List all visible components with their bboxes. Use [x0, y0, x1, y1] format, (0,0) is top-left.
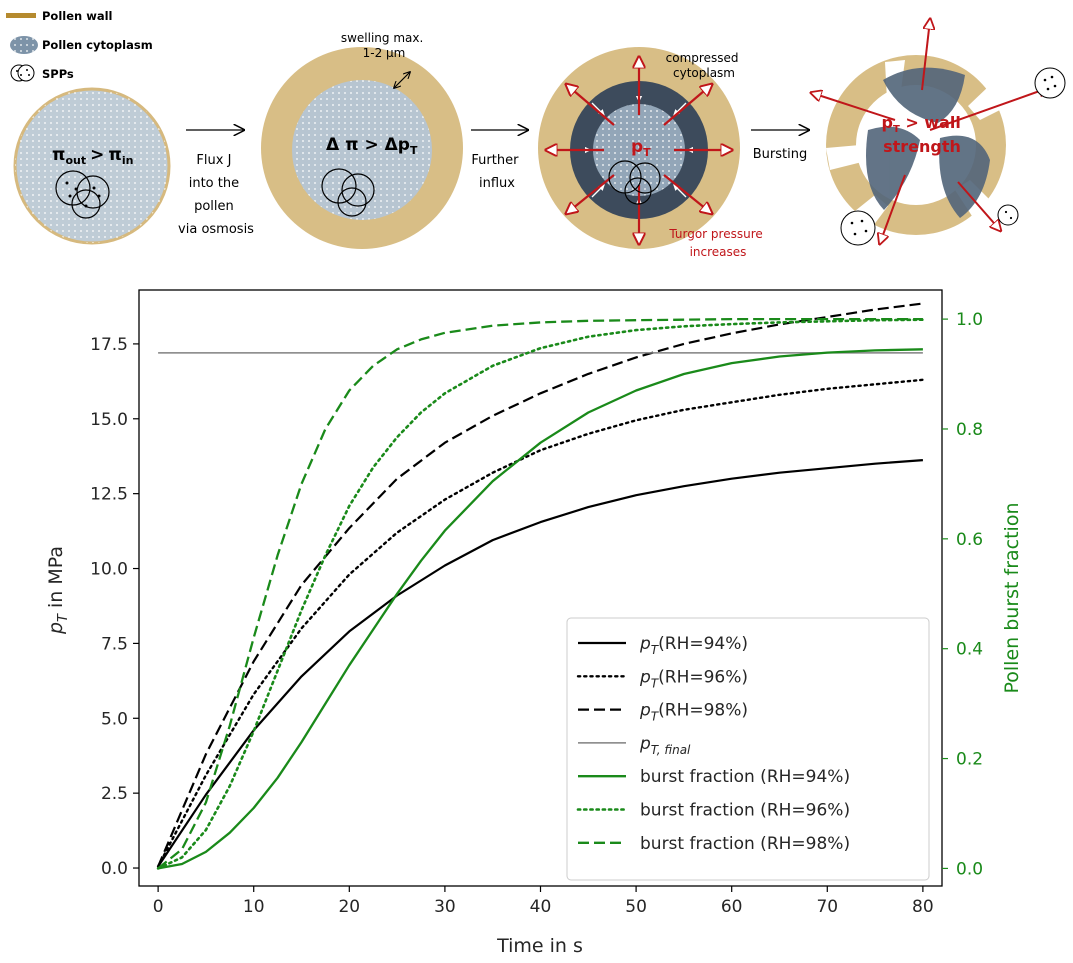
- chart-legend: pT(RH=94%) pT(RH=96%) pT(RH=98%) pT, final b…: [566, 617, 930, 881]
- burst-arrows-icon: [812, 20, 1048, 243]
- y-right-tick-label: 0.4: [956, 640, 983, 660]
- stage-1-pollen: πout > πin: [13, 87, 171, 245]
- series-line-6: [157, 317, 923, 870]
- pressure-arrows-icon: [547, 58, 731, 243]
- turgor-label: Turgor pressure increases: [668, 227, 766, 259]
- x-tick-label: 70: [816, 897, 838, 917]
- y-left-tick-label: 12.5: [90, 485, 128, 505]
- legend-label-2: pT(RH=98%): [639, 701, 748, 724]
- y-right-tick-label: 0.8: [956, 420, 983, 440]
- y-axis-right-label: Pollen burst fraction: [1001, 502, 1023, 693]
- diagram-legend: Pollen wall Pollen cytoplasm SPPs: [6, 9, 153, 82]
- compressed-cytoplasm-label: compressed cytoplasm: [666, 51, 743, 80]
- legend-label-4: burst fraction (RH=94%): [640, 767, 850, 787]
- x-tick-label: 20: [338, 897, 360, 917]
- legend-box: [566, 617, 930, 881]
- spp-cluster-icon: [608, 160, 661, 205]
- x-tick-label: 0: [153, 897, 164, 917]
- stage-1-label: πout > πin: [52, 145, 133, 167]
- swelling-arrow-icon: [394, 72, 410, 88]
- y-axis-right: 0.0 0.2 0.4 0.6 0.8 1.0: [942, 310, 983, 879]
- x-tick-label: 40: [530, 897, 552, 917]
- x-tick-label: 60: [721, 897, 743, 917]
- arrow-1-caption: Flux J into the pollen via osmosis: [178, 153, 254, 237]
- x-tick-label: 10: [243, 897, 265, 917]
- spp-cluster-icon: [55, 170, 110, 219]
- x-tick-label: 30: [434, 897, 456, 917]
- y-right-tick-label: 0.2: [956, 750, 983, 770]
- stage-2-label: Δ π > ΔpT: [326, 135, 418, 157]
- y-right-tick-label: 1.0: [956, 310, 983, 330]
- legend-label-3: pT, final: [639, 734, 691, 757]
- stage-4-burst: pT > wall strength: [812, 20, 1066, 246]
- chart: 0 10 20 30 40 50 60 70 80 0.0 2.5 5.0 7.5 10.0 12.5 15…: [45, 289, 1023, 957]
- series-line-4: [157, 348, 923, 870]
- legend-label-0: pT(RH=94%): [639, 634, 748, 657]
- y-axis-left: 0.0 2.5 5.0 7.5 10.0 12.5 15.0 17.5: [90, 335, 139, 879]
- y-left-tick-label: 10.0: [90, 560, 128, 580]
- stage-3-label: pT: [631, 137, 651, 159]
- x-tick-label: 50: [625, 897, 647, 917]
- y-right-tick-label: 0.6: [956, 530, 983, 550]
- series-line-5: [156, 318, 925, 870]
- y-left-tick-label: 15.0: [90, 410, 128, 430]
- spp-icon: [10, 64, 35, 82]
- legend-label-5: burst fraction (RH=96%): [640, 801, 850, 821]
- stage-3-pollen: pT compressed cytoplasm Turgor pressure …: [538, 47, 766, 259]
- x-axis: 0 10 20 30 40 50 60 70 80: [153, 886, 934, 917]
- y-left-tick-label: 7.5: [101, 634, 128, 654]
- legend-wall-swatch: [6, 13, 36, 18]
- legend-label-6: burst fraction (RH=98%): [640, 834, 850, 854]
- x-axis-label: Time in s: [496, 935, 583, 957]
- series-layer: [156, 302, 925, 870]
- stage-4-label: pT > wall strength: [882, 113, 967, 156]
- process-diagram: Pollen wall Pollen cytoplasm SPPs πout > π…: [6, 9, 1066, 259]
- legend-label-1: pT(RH=96%): [639, 667, 748, 690]
- arrow-3-caption: Bursting: [753, 147, 807, 162]
- arrow-2-caption: Further influx: [471, 153, 522, 191]
- y-left-tick-label: 0.0: [101, 859, 128, 879]
- legend-wall-label: Pollen wall: [42, 9, 112, 23]
- legend-cytoplasm-label: Pollen cytoplasm: [42, 38, 153, 52]
- x-tick-label: 80: [912, 897, 934, 917]
- y-left-tick-label: 5.0: [101, 709, 128, 729]
- stage-2-pollen: Δ π > ΔpT swelling max. 1-2 µm: [261, 31, 463, 249]
- y-axis-left-label: pT in MPa: [45, 546, 71, 635]
- y-right-tick-label: 0.0: [956, 859, 983, 879]
- series-line-2: [157, 302, 924, 867]
- spp-cluster-icon: [321, 168, 375, 217]
- cytoplasm-fragments: [866, 67, 990, 218]
- y-left-tick-label: 17.5: [90, 335, 128, 355]
- legend-spps-label: SPPs: [42, 67, 74, 81]
- swelling-label: swelling max. 1-2 µm: [341, 31, 427, 60]
- y-left-tick-label: 2.5: [101, 784, 128, 804]
- series-line-0: [157, 459, 923, 868]
- spp-released-icon: [840, 67, 1066, 246]
